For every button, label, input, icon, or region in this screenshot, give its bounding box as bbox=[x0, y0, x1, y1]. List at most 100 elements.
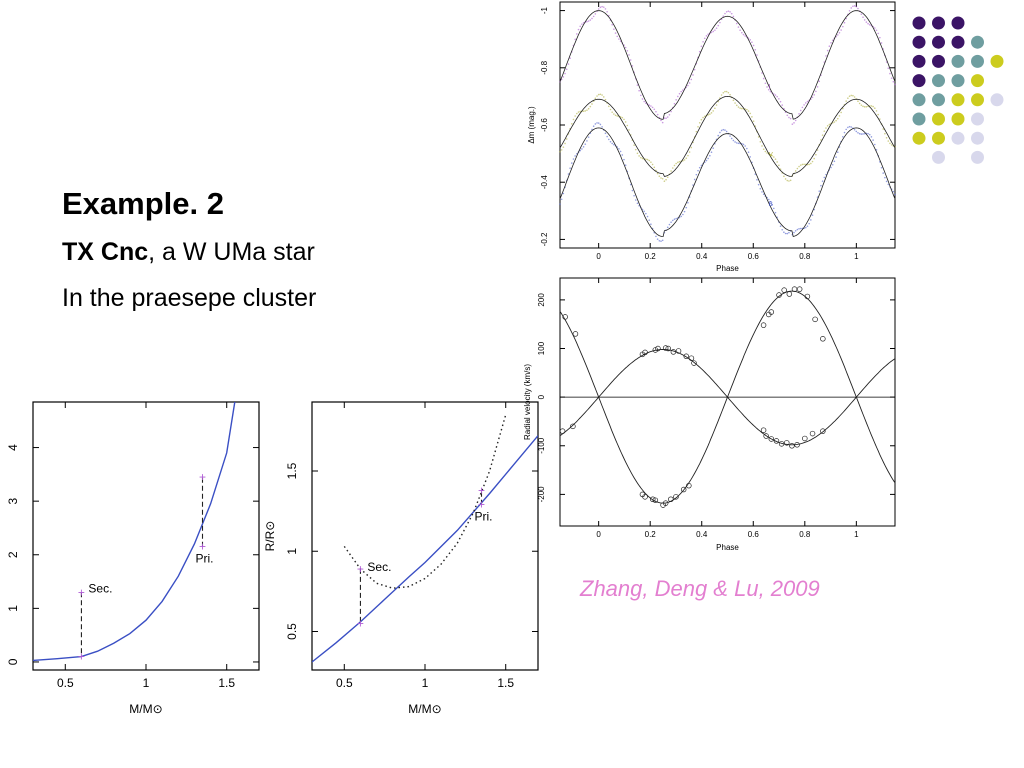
data-point bbox=[574, 38, 576, 41]
data-point bbox=[700, 118, 703, 121]
citation: Zhang, Deng & Lu, 2009 bbox=[580, 576, 820, 601]
data-point bbox=[752, 44, 755, 47]
data-point bbox=[729, 11, 731, 13]
data-point bbox=[673, 164, 676, 167]
data-point bbox=[848, 9, 851, 12]
data-point bbox=[887, 183, 890, 186]
data-point bbox=[813, 157, 815, 160]
data-point bbox=[781, 228, 784, 231]
data-point bbox=[559, 150, 561, 153]
data-point bbox=[801, 106, 804, 109]
data-point bbox=[863, 19, 866, 21]
data-point bbox=[698, 121, 701, 124]
y-tick-label: -1 bbox=[540, 6, 549, 14]
data-point bbox=[727, 10, 730, 13]
data-point bbox=[690, 146, 693, 149]
y-tick-label: 200 bbox=[537, 293, 546, 307]
data-point bbox=[729, 93, 731, 96]
data-point bbox=[626, 124, 629, 127]
data-point bbox=[845, 100, 847, 102]
data-point bbox=[574, 155, 576, 157]
x-tick-label: 0.6 bbox=[748, 252, 760, 261]
data-point bbox=[860, 104, 863, 106]
data-point bbox=[626, 49, 629, 52]
component-marker: + bbox=[357, 562, 364, 576]
plot-frame bbox=[559, 277, 896, 527]
data-point bbox=[833, 121, 836, 123]
data-point bbox=[564, 142, 566, 145]
decorative-dot bbox=[932, 54, 945, 68]
data-point bbox=[769, 90, 772, 93]
data-point bbox=[727, 91, 730, 94]
data-point bbox=[671, 219, 674, 222]
data-point bbox=[826, 125, 829, 127]
velocity-point bbox=[794, 442, 800, 448]
data-point bbox=[852, 5, 854, 8]
data-point bbox=[717, 134, 720, 137]
data-point bbox=[799, 164, 802, 166]
series-B-label: B bbox=[769, 202, 773, 208]
data-point bbox=[660, 240, 662, 242]
velocity-point bbox=[680, 486, 687, 493]
data-point bbox=[860, 133, 863, 135]
roche-lobe-curve bbox=[343, 414, 507, 589]
data-point bbox=[673, 102, 676, 105]
data-point bbox=[828, 45, 831, 48]
data-point bbox=[678, 160, 681, 163]
y-tick-label: -200 bbox=[537, 486, 546, 503]
y-tick-label: 1.5 bbox=[285, 462, 299, 479]
data-point bbox=[808, 222, 810, 225]
x-tick-label: 1 bbox=[143, 676, 150, 690]
data-point bbox=[651, 106, 654, 109]
velocity-point bbox=[572, 331, 579, 337]
data-point bbox=[572, 158, 575, 160]
data-point bbox=[609, 140, 612, 143]
x-tick-label: 0.5 bbox=[336, 676, 353, 690]
series-B-fit bbox=[559, 127, 896, 238]
data-point bbox=[690, 78, 693, 81]
data-point bbox=[808, 163, 810, 166]
data-point bbox=[562, 192, 565, 195]
x-tick-label: 1 bbox=[854, 530, 859, 539]
data-point bbox=[675, 99, 677, 101]
data-point bbox=[641, 98, 644, 100]
data-point bbox=[769, 200, 772, 203]
data-point bbox=[857, 131, 859, 134]
data-point bbox=[796, 167, 799, 170]
x-tick-label: 0.8 bbox=[799, 252, 811, 261]
velocity-point bbox=[642, 349, 648, 356]
data-point bbox=[890, 144, 893, 146]
data-point bbox=[793, 122, 795, 124]
x-tick-label: 0 bbox=[596, 530, 601, 539]
data-point bbox=[570, 162, 573, 164]
data-point bbox=[641, 157, 644, 160]
data-point bbox=[665, 117, 667, 119]
data-point bbox=[712, 110, 714, 112]
data-point bbox=[766, 86, 768, 88]
data-point bbox=[685, 157, 688, 160]
data-point bbox=[730, 12, 733, 15]
component-label: Pri. bbox=[196, 552, 214, 566]
data-point bbox=[860, 13, 863, 15]
velocity-point bbox=[570, 423, 576, 430]
data-point bbox=[803, 163, 805, 166]
data-point bbox=[885, 137, 888, 139]
data-point bbox=[732, 139, 735, 142]
velocity-point bbox=[683, 353, 690, 360]
decorative-dot bbox=[932, 93, 945, 107]
data-point bbox=[597, 122, 600, 124]
data-point bbox=[786, 179, 789, 182]
data-point bbox=[867, 132, 869, 135]
data-point bbox=[781, 104, 784, 106]
data-point bbox=[567, 173, 570, 175]
data-point bbox=[818, 80, 821, 83]
data-point bbox=[825, 127, 827, 129]
decorative-dot bbox=[932, 150, 945, 164]
data-point bbox=[831, 163, 834, 166]
data-point bbox=[604, 132, 607, 135]
data-point bbox=[737, 106, 740, 108]
data-point bbox=[624, 164, 627, 167]
data-point bbox=[560, 149, 563, 151]
data-point bbox=[793, 231, 795, 234]
data-point bbox=[868, 133, 871, 136]
